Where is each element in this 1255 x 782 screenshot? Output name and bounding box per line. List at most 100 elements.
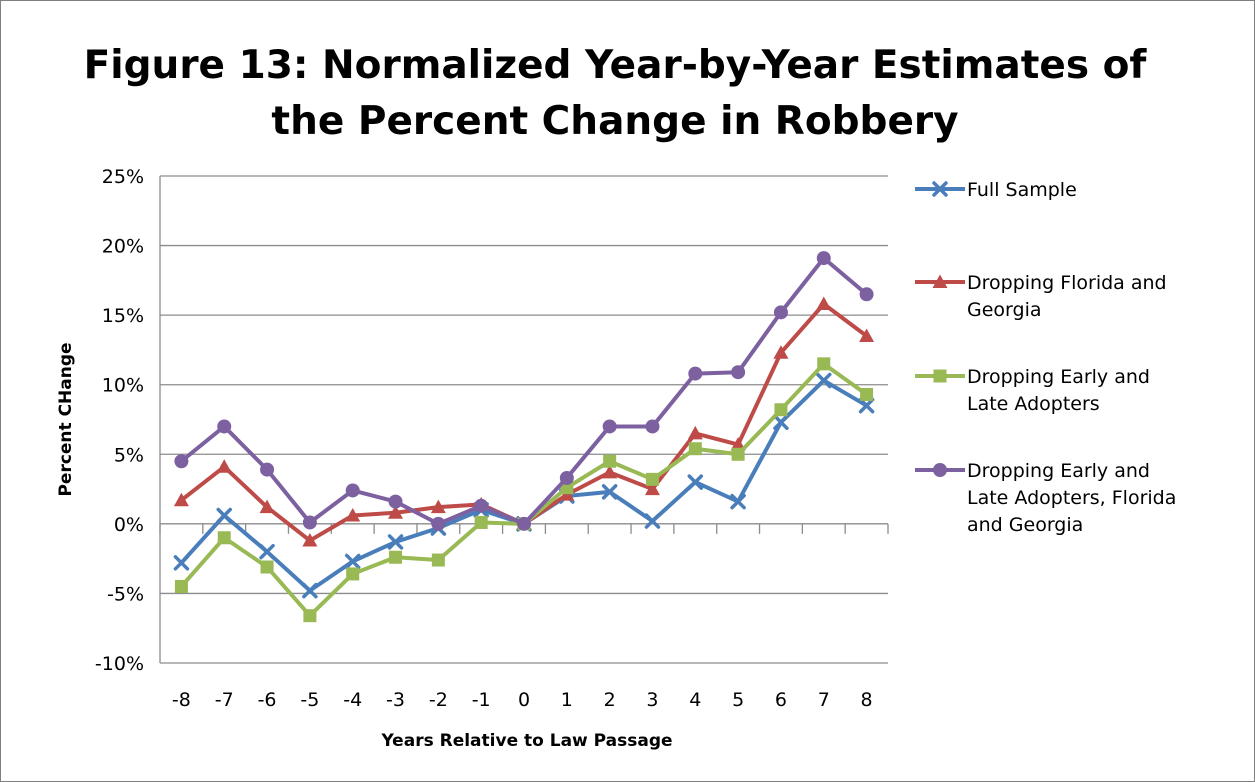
x-tick-label: 8: [861, 689, 873, 711]
series-2-point: [773, 345, 789, 359]
series-4-point: [645, 419, 660, 434]
series-1-point: [173, 555, 190, 571]
series-3-point: [389, 550, 403, 564]
x-tick-label: 6: [775, 689, 787, 711]
y-axis-title: Percent CHange: [56, 342, 76, 496]
series-4-point: [302, 515, 317, 530]
legend-label-1: Full Sample: [967, 179, 1077, 201]
y-tick-label: 15%: [102, 305, 144, 327]
x-tick-label: -7: [215, 689, 234, 711]
x-tick-label: -1: [472, 689, 491, 711]
legend-label-2: Georgia: [967, 299, 1042, 321]
x-tick-label: -8: [172, 689, 191, 711]
y-tick-label: -5%: [107, 583, 144, 605]
series-3-point: [174, 579, 188, 593]
series-1-point: [730, 493, 746, 510]
series-3-point: [731, 447, 745, 461]
series-1-point: [259, 543, 275, 560]
legend-label-2: Dropping Florida and: [967, 272, 1167, 294]
series-2-point: [345, 508, 361, 522]
series-4-point: [260, 462, 275, 477]
series-line-1: [179, 378, 868, 593]
legend-label-3: Late Adopters: [967, 393, 1100, 415]
x-tick-label: -4: [343, 689, 362, 711]
x-tick-label: 5: [732, 689, 744, 711]
series-1-point: [687, 474, 704, 490]
y-tick-label: 25%: [102, 166, 144, 188]
series-2-point: [859, 328, 875, 343]
legend-label-4: Dropping Early and: [967, 460, 1150, 482]
legend-label-3: Dropping Early and: [967, 366, 1150, 388]
series-4-point: [517, 516, 531, 531]
y-tick-label: 0%: [114, 514, 144, 536]
series-4-point: [345, 483, 360, 498]
series-2-point: [302, 533, 318, 547]
series-3-point: [346, 567, 360, 581]
series-4-point: [688, 366, 703, 381]
legend-marker-1: [932, 181, 948, 197]
series-3-point: [303, 609, 317, 623]
x-tick-label: 0: [518, 689, 530, 711]
series-1-point: [302, 582, 318, 599]
series-2-point: [644, 481, 660, 496]
x-tick-label: -5: [300, 689, 319, 711]
y-tick-label: 5%: [114, 444, 144, 466]
series-1-point: [773, 414, 789, 431]
series-4-point: [816, 251, 831, 266]
series-2-point: [259, 499, 275, 514]
series-1-point: [344, 553, 361, 570]
series-2-point: [687, 425, 703, 440]
series-3-point: [645, 472, 659, 486]
series-3-point: [431, 553, 445, 567]
series-4-point: [859, 287, 874, 302]
series-2-point: [216, 459, 232, 473]
series-2-point: [173, 492, 189, 507]
series-4-point: [174, 454, 189, 469]
y-tick-label: 20%: [102, 236, 144, 258]
series-4-point: [731, 365, 746, 380]
legend-label-4: and Georgia: [967, 514, 1083, 536]
chart-title: Figure 13: Normalized Year-by-Year Estim…: [0, 38, 1230, 150]
series-3-point: [560, 481, 574, 495]
x-tick-label: 1: [561, 689, 573, 711]
chart-title-line-1: Figure 13: Normalized Year-by-Year Estim…: [83, 43, 1147, 88]
series-4-point: [431, 516, 446, 531]
series-3-point: [217, 531, 231, 545]
chart-title-line-2: the Percent Change in Robbery: [271, 99, 959, 144]
series-1-point: [644, 513, 661, 529]
series-1-point: [216, 507, 232, 524]
series-4-point: [602, 419, 617, 434]
series-2-point: [430, 499, 446, 514]
series-4-point: [474, 498, 489, 513]
series-3-point: [774, 403, 788, 417]
series-2-point: [602, 464, 618, 479]
legend-marker-3: [933, 369, 947, 383]
series-3-point: [860, 387, 874, 401]
x-tick-label: 3: [646, 689, 658, 711]
series-4-point: [773, 305, 788, 320]
x-tick-label: 4: [689, 689, 701, 711]
series-1-point: [601, 484, 618, 500]
x-tick-label: -3: [386, 689, 405, 711]
legend-marker-4: [933, 463, 947, 477]
series-3-point: [817, 357, 831, 371]
y-tick-label: 10%: [102, 375, 144, 397]
series-1-point: [858, 397, 875, 414]
series-4-point: [217, 419, 232, 434]
legend-label-4: Late Adopters, Florida: [967, 487, 1176, 509]
series-3-point: [260, 560, 274, 574]
series-1-point: [387, 534, 404, 550]
x-tick-label: 2: [604, 689, 616, 711]
series-3-point: [474, 515, 488, 529]
x-axis-title: Years Relative to Law Passage: [380, 731, 672, 751]
y-tick-label: -10%: [95, 653, 144, 675]
series-2-point: [730, 437, 746, 451]
series-2-point: [816, 296, 832, 311]
x-tick-label: -6: [258, 689, 277, 711]
series-4-point: [388, 494, 403, 509]
legend-marker-2: [932, 274, 948, 288]
series-3-point: [688, 442, 702, 456]
x-tick-label: -2: [429, 689, 448, 711]
